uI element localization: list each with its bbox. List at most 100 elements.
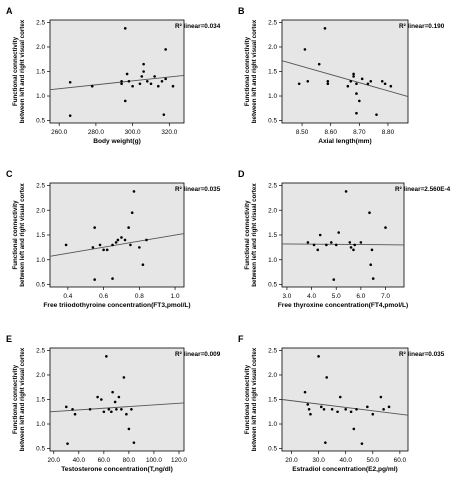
y-tick-label: 2.5 [268,183,277,190]
y-tick-label: 2.5 [36,348,45,355]
data-point [113,400,117,404]
y-tick-label: 2.0 [36,372,45,379]
data-point [370,248,374,252]
data-point [145,238,148,242]
data-point [141,263,145,267]
panel-letter: D [238,169,245,179]
x-tick-label: 100.0 [146,457,162,464]
y-tick-label: 2.0 [268,372,277,379]
data-point [149,82,153,86]
data-point [93,226,96,229]
panel-d: D R² linear=2.560E-4 0.5 1.0 1.5 2.0 2.5 3.0 4.0… [238,169,451,309]
y-axis-label: between left and right visual cortex [19,19,26,123]
data-point [111,243,114,247]
data-point [102,248,105,252]
data-point [73,412,77,416]
data-point [306,80,310,83]
r2-label: R² linear=0.009 [175,351,221,358]
r2-label: R² linear=0.035 [399,351,445,358]
y-axis-label: Functional connectivity [12,36,19,106]
data-point [360,442,364,445]
data-point [120,80,123,83]
data-point [303,48,307,51]
panel-a: A R² linear=0.034 0.5 1.0 1.5 2.0 2.5 260.0 280.… [6,6,221,145]
y-tick-label: 1.0 [36,421,45,428]
x-tick-label: 5.0 [332,293,341,300]
data-point [348,241,352,244]
data-point [125,72,129,76]
data-point [125,412,128,416]
data-point [330,408,334,411]
data-point [138,246,141,249]
x-tick-label: 300.0 [125,129,141,136]
data-point [384,226,387,229]
data-point [127,80,131,83]
data-point [323,27,327,30]
y-axis-label: Functional connectivity [12,364,19,434]
data-point [325,376,329,379]
data-point [332,278,336,281]
data-point [352,427,356,431]
x-tick-label: 40.0 [73,457,86,464]
data-point [142,62,145,66]
x-tick-label: 60.0 [394,457,407,464]
data-point [68,80,72,84]
fit-line [281,399,409,416]
data-point [68,114,72,117]
x-tick-label: 8.80 [382,129,395,136]
panel-e: E R² linear=0.009 0.5 1.0 1.5 2.0 2.5 20.0 40.0 6… [6,334,221,473]
data-point [110,410,113,414]
data-point [352,72,355,76]
y-axis-label: Functional connectivity [244,364,251,434]
data-point [306,241,310,244]
y-tick-label: 2.5 [268,20,277,27]
data-point [117,395,121,399]
data-point [352,248,355,252]
panel-f: F R² linear=0.035 0.5 1.0 1.5 2.0 2.5 20.0 30.0 4… [238,334,445,473]
data-point [326,82,330,86]
data-point [355,111,358,115]
y-tick-label: 1.5 [268,232,277,239]
y-tick-label: 0.5 [36,282,45,289]
data-point [93,278,96,281]
x-tick-label: 8.60 [324,129,337,136]
fit-line [281,60,409,97]
data-point [120,408,123,411]
data-point [380,80,384,83]
y-tick-label: 1.0 [268,421,277,428]
data-point [123,238,127,242]
data-point [317,62,321,66]
data-point [360,77,364,81]
y-tick-label: 2.5 [268,348,277,355]
data-point [153,75,156,78]
x-tick-label: 6.0 [356,293,365,300]
y-tick-label: 1.0 [268,93,277,100]
panel-b: B R² linear=0.190 0.5 1.0 1.5 2.0 2.5 8.50 8.60 8… [238,6,445,145]
x-tick-label: 120.0 [171,457,187,464]
data-point [369,263,373,267]
data-point [160,80,164,83]
y-tick-label: 1.5 [36,69,45,76]
data-point [71,408,74,411]
x-tick-label: 3.0 [282,293,291,300]
data-point [142,70,145,73]
data-point [366,405,369,409]
data-point [383,82,387,86]
panel-letter: A [6,6,13,16]
data-point [353,243,357,247]
data-point [129,243,132,247]
panel-letter: E [6,334,12,344]
fit-line [49,233,185,257]
data-point [379,395,383,399]
data-point [322,408,326,411]
data-point [164,77,167,81]
data-point [382,408,385,411]
y-tick-label: 1.0 [36,93,45,100]
data-point [355,408,358,411]
data-point [162,113,166,116]
data-point [375,113,378,116]
y-tick-label: 2.0 [268,44,277,51]
data-point [316,248,320,252]
x-tick-label: 60.0 [98,457,111,464]
x-tick-label: 1.0 [171,293,180,300]
